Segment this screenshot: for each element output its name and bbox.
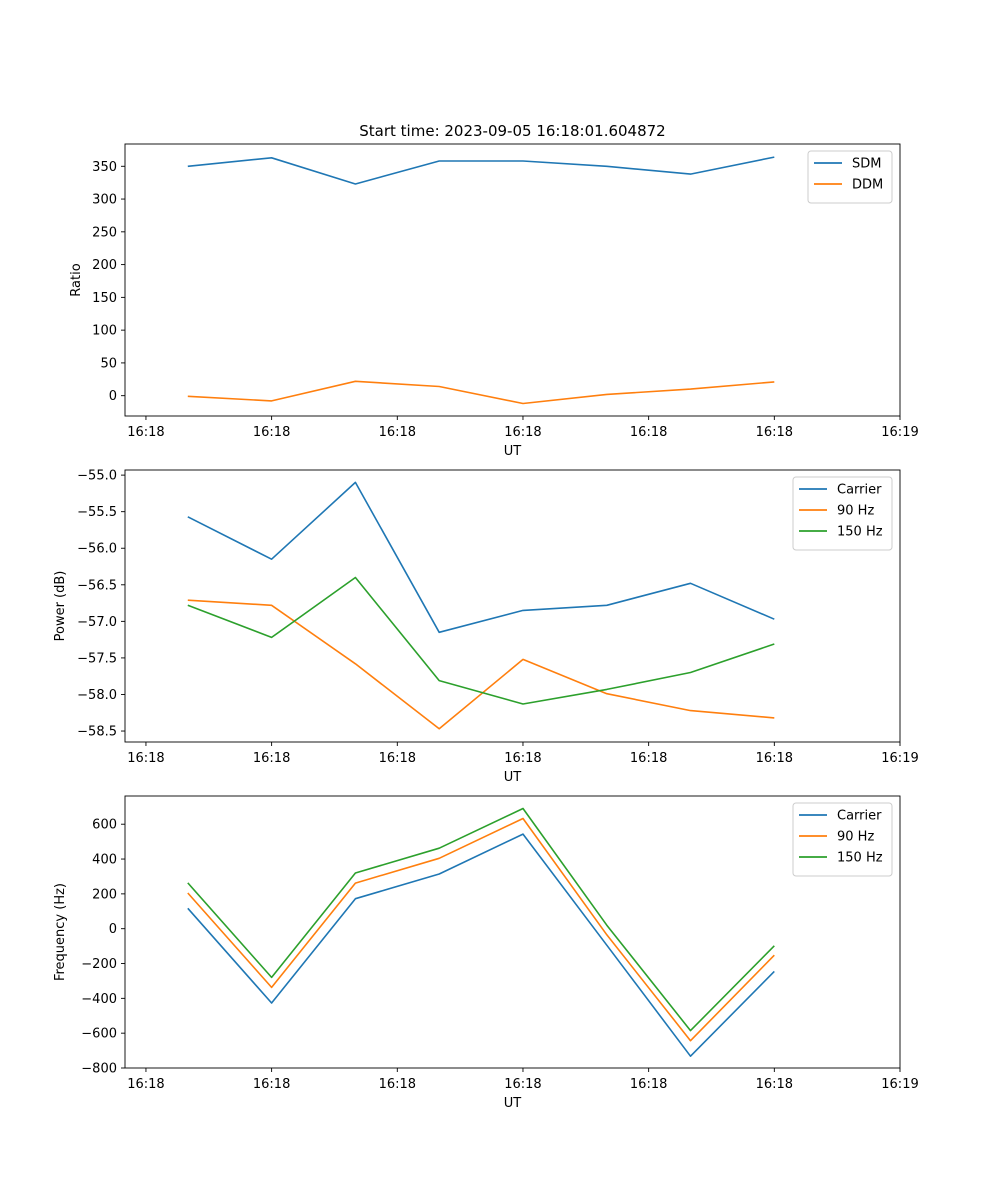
series-line-90-hz (187, 599, 775, 730)
x-tick-label: 16:18 (379, 425, 416, 440)
x-tick-label: 16:18 (253, 1077, 290, 1092)
legend: SDM DDM (807, 150, 893, 204)
x-tick-label: 16:18 (504, 425, 541, 440)
x-tick-label: 16:18 (630, 751, 667, 766)
legend-label: 90 Hz (837, 504, 874, 519)
legend-label: DDM (852, 178, 883, 193)
y-tick-label: −600 (81, 1027, 117, 1042)
x-tick-label: 16:19 (881, 751, 918, 766)
y-tick-label: −200 (81, 957, 117, 972)
y-axis-label: Power (dB) (53, 571, 68, 642)
y-tick-label: 0 (109, 389, 117, 404)
y-tick-label: −55.5 (77, 505, 117, 520)
y-tick-label: 350 (92, 160, 117, 175)
legend-label: Carrier (837, 809, 882, 824)
legend: Carrier 90 Hz 150 Hz (792, 476, 893, 551)
legend-box (807, 150, 893, 204)
y-tick-label: 250 (92, 225, 117, 240)
y-tick-label: −58.5 (77, 725, 117, 740)
y-axis-label: Ratio (69, 263, 84, 296)
legend-label: Carrier (837, 483, 882, 498)
legend-label: 90 Hz (837, 830, 874, 845)
series-line-carrier (187, 481, 775, 634)
x-tick-label: 16:18 (379, 751, 416, 766)
y-tick-label: −57.5 (77, 651, 117, 666)
x-axis-label: UT (504, 1096, 522, 1111)
x-tick-label: 16:19 (881, 1077, 918, 1092)
y-tick-label: 400 (92, 853, 117, 868)
panels: 16:18 16:18 16:18 16:18 16:18 16:18 16:19 0 50 10… (53, 143, 919, 1111)
x-axis-label: UT (504, 770, 522, 785)
x-tick-label: 16:18 (127, 751, 164, 766)
y-tick-label: −56.0 (77, 542, 117, 557)
x-tick-label: 16:18 (630, 1077, 667, 1092)
series-line-carrier (187, 833, 775, 1057)
x-tick-label: 16:18 (127, 1077, 164, 1092)
y-tick-label: −56.5 (77, 578, 117, 593)
x-tick-label: 16:18 (504, 1077, 541, 1092)
y-tick-label: 150 (92, 291, 117, 306)
x-tick-label: 16:18 (504, 751, 541, 766)
x-tick-label: 16:18 (756, 1077, 793, 1092)
x-tick-label: 16:18 (756, 425, 793, 440)
panel-frequency: 16:18 16:18 16:18 16:18 16:18 16:18 16:19 −800 −… (53, 795, 919, 1111)
series-line-150-hz (187, 807, 775, 1032)
legend-label: 150 Hz (837, 851, 883, 866)
y-tick-label: −57.0 (77, 615, 117, 630)
y-tick-label: 200 (92, 258, 117, 273)
y-tick-label: 50 (100, 356, 117, 371)
y-tick-label: −58.0 (77, 688, 117, 703)
y-tick-label: 300 (92, 193, 117, 208)
figure-title: Start time: 2023-09-05 16:18:01.604872 (359, 122, 665, 140)
panel-ratio: 16:18 16:18 16:18 16:18 16:18 16:18 16:19 0 50 10… (69, 143, 919, 459)
series-line-sdm (187, 156, 775, 185)
y-tick-label: −400 (81, 992, 117, 1007)
axes-frame (124, 795, 901, 1069)
y-tick-label: 0 (109, 922, 117, 937)
y-tick-label: −55.0 (77, 469, 117, 484)
x-tick-label: 16:18 (630, 425, 667, 440)
x-tick-label: 16:19 (881, 425, 918, 440)
y-tick-label: −800 (81, 1062, 117, 1077)
legend-label: SDM (852, 157, 881, 172)
x-axis-label: UT (504, 444, 522, 459)
y-tick-label: 200 (92, 887, 117, 902)
y-axis-label: Frequency (Hz) (53, 883, 68, 981)
axes-frame (124, 469, 901, 743)
x-tick-label: 16:18 (253, 751, 290, 766)
panel-power: 16:18 16:18 16:18 16:18 16:18 16:18 16:19 −58.5… (53, 469, 919, 785)
legend: Carrier 90 Hz 150 Hz (792, 802, 893, 877)
series-line-150-hz (187, 576, 775, 705)
legend-label: 150 Hz (837, 525, 883, 540)
y-tick-label: 100 (92, 324, 117, 339)
x-tick-label: 16:18 (756, 751, 793, 766)
axes-frame (124, 143, 901, 417)
x-tick-label: 16:18 (253, 425, 290, 440)
x-tick-label: 16:18 (379, 1077, 416, 1092)
y-tick-label: 600 (92, 818, 117, 833)
x-tick-label: 16:18 (127, 425, 164, 440)
series-line-90-hz (187, 817, 775, 1042)
series-line-ddm (187, 380, 775, 405)
